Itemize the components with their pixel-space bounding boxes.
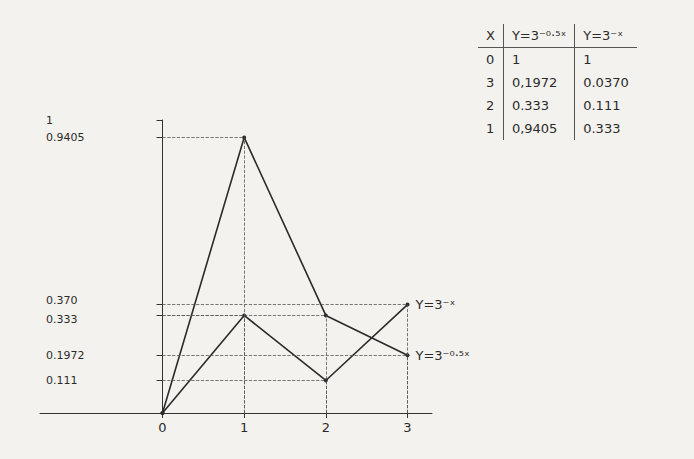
html-text:1: 1 (486, 121, 495, 136)
svg-text:1: 1 (46, 114, 53, 127)
svg-text:0: 0 (158, 420, 166, 435)
html-text:0,9405: 0,9405 (511, 121, 558, 136)
svg-text:3: 3 (403, 420, 411, 435)
svg-text:0.333: 0.333 (46, 313, 78, 326)
svg-text:0.111: 0.111 (46, 374, 78, 387)
html-text:0.333: 0.333 (511, 98, 550, 113)
html-text:1: 1 (511, 52, 521, 67)
svg-text:0.9405: 0.9405 (46, 131, 85, 144)
svg-text:Y=3⁻ˣ: Y=3⁻ˣ (415, 297, 456, 312)
html-text:Y=3⁻ˣ: Y=3⁻ˣ (583, 28, 623, 43)
svg-text:2: 2 (322, 420, 330, 435)
html-text:0: 0 (486, 52, 495, 67)
svg-text:Y=3⁻⁰·⁵ˣ: Y=3⁻⁰·⁵ˣ (415, 348, 471, 363)
svg-text:0.1972: 0.1972 (46, 349, 85, 362)
html-text:1: 1 (583, 52, 592, 67)
html-text:0,1972: 0,1972 (511, 75, 558, 90)
svg-text:0.370: 0.370 (46, 294, 78, 307)
html-text:2: 2 (486, 98, 495, 113)
html-text:0.0370: 0.0370 (583, 75, 629, 90)
html-text:3: 3 (486, 75, 495, 90)
html-text:X: X (486, 28, 495, 43)
html-text:Y=3⁻⁰·⁵ˣ: Y=3⁻⁰·⁵ˣ (511, 28, 567, 43)
svg-text:1: 1 (240, 420, 248, 435)
html-text:0.111: 0.111 (583, 98, 621, 113)
html-text:0.333: 0.333 (583, 121, 621, 136)
